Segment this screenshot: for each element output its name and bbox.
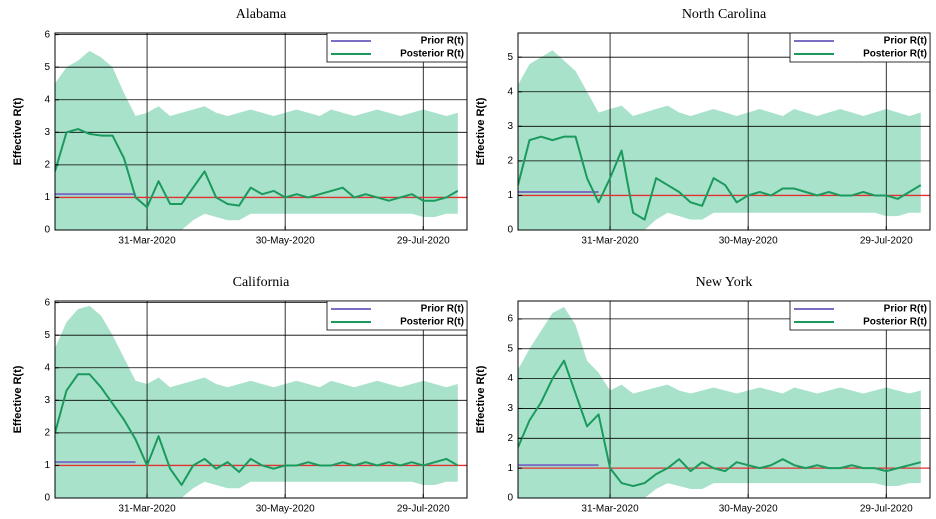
chart-title: California <box>233 275 291 290</box>
plot-frame <box>54 300 468 499</box>
x-tick-label: 30-May-2020 <box>256 236 315 247</box>
y-tick-label: 5 <box>507 52 513 63</box>
y-tick-label: 1 <box>507 463 513 474</box>
series-line <box>55 128 459 209</box>
plot-frame <box>517 32 931 231</box>
y-tick-label: 1 <box>44 192 50 203</box>
x-tick-label: 30-May-2020 <box>719 236 778 247</box>
y-tick-label: 0 <box>507 493 513 504</box>
y-tick-label: 5 <box>507 343 513 354</box>
x-tick-label: 30-May-2020 <box>719 504 778 515</box>
y-tick-label: 4 <box>44 94 50 105</box>
ensemble-band <box>518 50 921 230</box>
plot-area <box>55 301 467 498</box>
x-tick-label: 29-Jul-2020 <box>860 504 913 515</box>
subplot: 0 1 2 3 4 5 6 31-Mar-2020 30-May-2020 29-Jul-2020… <box>12 275 468 515</box>
y-tick-label: 5 <box>44 62 50 73</box>
chart-title: North Carolina <box>682 7 767 22</box>
legend-box <box>326 32 468 63</box>
series-line <box>55 373 459 486</box>
legend-label: Posterior R(t) <box>400 317 464 328</box>
plot-frame <box>517 300 931 499</box>
x-tick-label: 31-Mar-2020 <box>581 236 639 247</box>
ensemble-band <box>518 306 921 498</box>
y-tick-label: 4 <box>44 362 50 373</box>
y-tick-label: 5 <box>44 330 50 341</box>
y-tick-label: 3 <box>44 127 50 138</box>
legend-box <box>789 300 931 331</box>
x-tick-label: 31-Mar-2020 <box>118 504 176 515</box>
legend-label: Prior R(t) <box>421 304 464 315</box>
y-tick-label: 0 <box>44 493 50 504</box>
legend-label: Posterior R(t) <box>863 49 927 60</box>
y-axis-label: Effective R(t) <box>475 365 487 433</box>
x-tick-label: 31-Mar-2020 <box>581 504 639 515</box>
y-tick-label: 4 <box>507 86 513 97</box>
y-tick-label: 6 <box>44 29 50 40</box>
x-tick-label: 30-May-2020 <box>256 504 315 515</box>
plot-frame <box>54 32 468 231</box>
x-tick-label: 31-Mar-2020 <box>118 236 176 247</box>
y-tick-label: 2 <box>507 156 513 167</box>
legend-box <box>789 32 931 63</box>
y-tick-label: 0 <box>507 225 513 236</box>
series-line <box>518 135 922 221</box>
legend-label: Posterior R(t) <box>863 317 927 328</box>
plot-area <box>55 33 467 230</box>
plot-area <box>518 301 930 498</box>
x-tick-label: 29-Jul-2020 <box>860 236 913 247</box>
y-tick-label: 3 <box>507 121 513 132</box>
legend-box <box>326 300 468 331</box>
plot-area <box>518 33 930 230</box>
y-tick-label: 2 <box>44 428 50 439</box>
legend-label: Prior R(t) <box>884 36 927 47</box>
ensemble-band <box>55 305 458 498</box>
y-tick-label: 6 <box>507 314 513 325</box>
y-tick-label: 1 <box>44 460 50 471</box>
y-tick-label: 4 <box>507 373 513 384</box>
chart-title: New York <box>696 275 753 290</box>
y-tick-label: 3 <box>44 395 50 406</box>
y-tick-label: 2 <box>507 433 513 444</box>
y-tick-label: 2 <box>44 160 50 171</box>
x-tick-label: 29-Jul-2020 <box>397 504 450 515</box>
y-tick-label: 6 <box>44 297 50 308</box>
subplot: 0 1 2 3 4 5 6 31-Mar-2020 30-May-2020 29-Jul-2020… <box>12 7 468 247</box>
legend-label: Prior R(t) <box>421 36 464 47</box>
subplot: 0 1 2 3 4 5 31-Mar-2020 30-May-2020 29-Jul-2020 N… <box>475 7 931 247</box>
y-axis-label: Effective R(t) <box>12 365 24 433</box>
y-axis-label: Effective R(t) <box>12 97 24 165</box>
legend-label: Prior R(t) <box>884 304 927 315</box>
chart-title: Alabama <box>236 7 287 22</box>
y-tick-label: 1 <box>507 190 513 201</box>
y-axis-label: Effective R(t) <box>475 97 487 165</box>
subplot: 0 1 2 3 4 5 6 31-Mar-2020 30-May-2020 29-Jul-2020… <box>475 275 931 515</box>
y-tick-label: 0 <box>44 225 50 236</box>
series-line <box>518 359 922 488</box>
y-tick-label: 3 <box>507 403 513 414</box>
legend-label: Posterior R(t) <box>400 49 464 60</box>
x-tick-label: 29-Jul-2020 <box>397 236 450 247</box>
